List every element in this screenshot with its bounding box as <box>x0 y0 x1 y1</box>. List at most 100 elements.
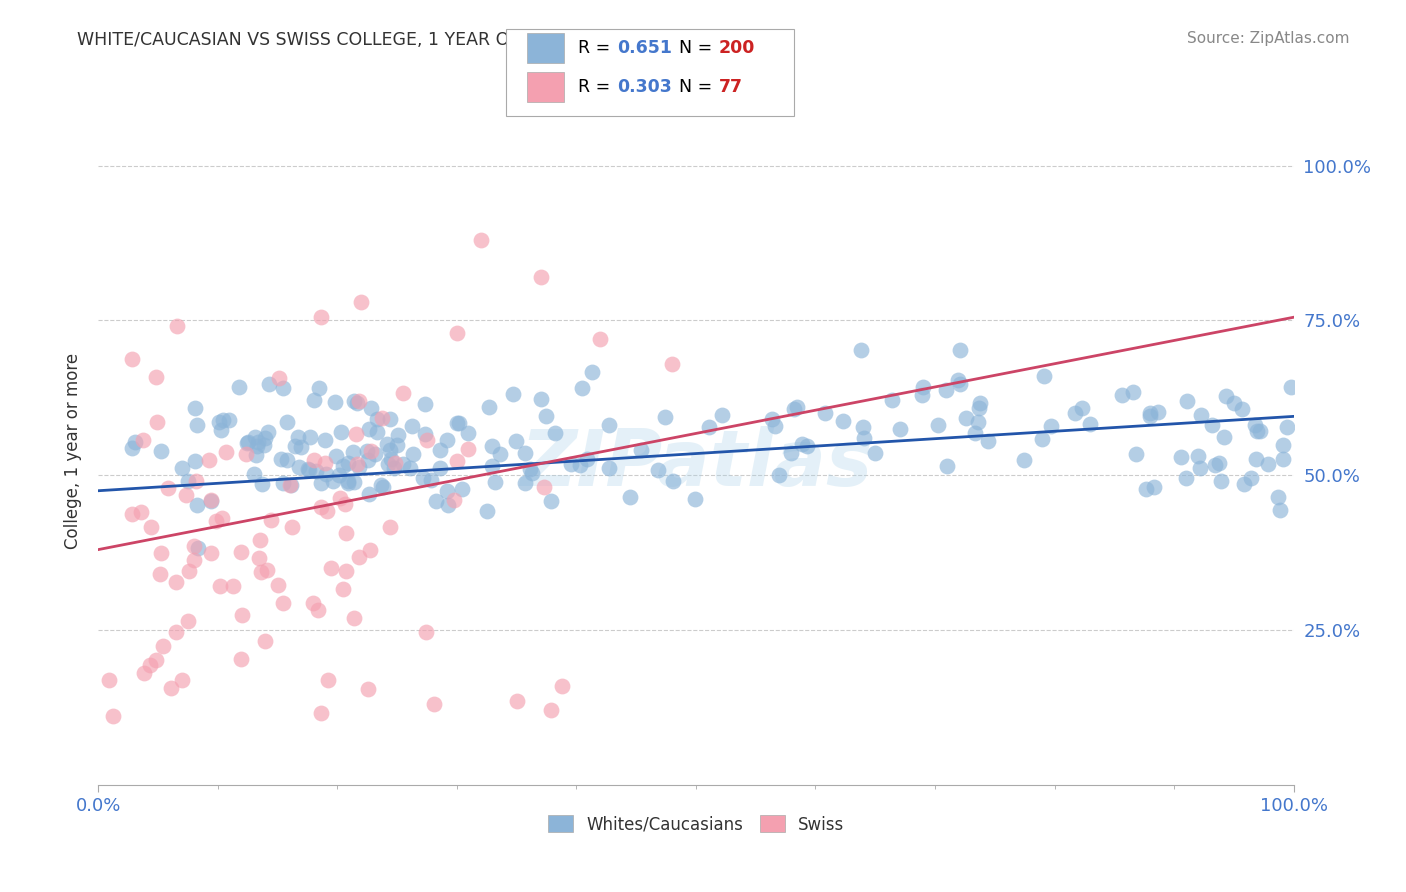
Point <box>229 544 252 558</box>
Point <box>711 408 734 422</box>
Point <box>513 475 536 490</box>
Point <box>176 488 198 502</box>
Point <box>654 410 676 425</box>
Point <box>319 561 342 575</box>
Point <box>214 445 236 459</box>
Point <box>305 464 328 478</box>
Point <box>457 426 479 441</box>
Point <box>253 438 276 452</box>
Point <box>1243 417 1265 432</box>
Point <box>1240 471 1263 485</box>
Point <box>1146 405 1168 419</box>
Point <box>560 457 582 471</box>
Point <box>302 392 325 407</box>
Point <box>347 460 370 475</box>
Text: R =: R = <box>578 38 616 57</box>
Point <box>1233 476 1256 491</box>
Point <box>502 387 524 401</box>
Point <box>359 486 381 500</box>
Point <box>328 467 350 482</box>
Point <box>336 474 359 488</box>
Point <box>853 431 876 445</box>
Point <box>134 666 156 681</box>
Point <box>402 447 425 461</box>
Point <box>852 419 875 434</box>
Point <box>598 417 620 432</box>
Point <box>505 434 527 448</box>
Point <box>946 373 969 387</box>
Y-axis label: College, 1 year or more: College, 1 year or more <box>63 352 82 549</box>
Point <box>935 458 957 473</box>
Point <box>571 381 593 395</box>
Point <box>335 525 357 540</box>
Point <box>236 436 259 450</box>
Point <box>765 418 787 433</box>
Point <box>177 474 200 488</box>
Point <box>630 442 652 457</box>
Point <box>311 500 333 514</box>
Text: WHITE/CAUCASIAN VS SWISS COLLEGE, 1 YEAR OR MORE CORRELATION CHART: WHITE/CAUCASIAN VS SWISS COLLEGE, 1 YEAR… <box>77 31 773 49</box>
Point <box>357 452 380 467</box>
Point <box>446 454 468 468</box>
Point <box>1188 461 1211 475</box>
Point <box>685 492 707 507</box>
Point <box>343 475 366 489</box>
Point <box>200 493 222 508</box>
Point <box>863 446 886 460</box>
Point <box>184 454 207 468</box>
Point <box>247 551 270 566</box>
Point <box>299 430 322 444</box>
Point <box>796 439 818 453</box>
Point <box>309 475 332 490</box>
Point <box>337 456 360 470</box>
Point <box>330 425 353 439</box>
Point <box>782 401 804 416</box>
Point <box>544 425 567 440</box>
Point <box>170 673 193 688</box>
Point <box>1211 474 1233 488</box>
Point <box>276 415 298 429</box>
Point <box>1249 425 1271 439</box>
Point <box>145 370 167 384</box>
Point <box>575 451 598 466</box>
Point <box>231 652 253 666</box>
Point <box>436 433 458 447</box>
Point <box>1215 389 1237 403</box>
Point <box>231 608 253 623</box>
Point <box>1201 417 1223 432</box>
Point <box>332 582 354 596</box>
Point <box>322 474 344 488</box>
Point <box>250 565 273 579</box>
Point <box>253 432 276 446</box>
Point <box>346 396 368 410</box>
Point <box>357 682 380 697</box>
Point <box>302 596 325 610</box>
Point <box>1063 406 1085 420</box>
Point <box>533 480 555 494</box>
Point <box>966 415 988 429</box>
Point <box>540 494 562 508</box>
Point <box>243 467 266 482</box>
Point <box>205 514 228 528</box>
Point <box>245 448 267 462</box>
Point <box>378 442 401 457</box>
Point <box>165 574 187 589</box>
Point <box>360 401 382 415</box>
Point <box>276 452 298 467</box>
Point <box>121 441 143 455</box>
Point <box>347 549 370 564</box>
Point <box>211 511 233 525</box>
Point <box>314 433 336 447</box>
Point <box>415 426 437 441</box>
Point <box>1272 451 1295 466</box>
Text: R =: R = <box>578 78 616 96</box>
Point <box>177 615 200 629</box>
Text: Source: ZipAtlas.com: Source: ZipAtlas.com <box>1187 31 1350 46</box>
Point <box>382 461 405 475</box>
Point <box>360 443 382 458</box>
Point <box>252 476 274 491</box>
Legend: Whites/Caucasians, Swiss: Whites/Caucasians, Swiss <box>541 809 851 840</box>
Point <box>152 640 174 654</box>
Point <box>124 435 146 450</box>
Text: 0.303: 0.303 <box>617 78 672 96</box>
